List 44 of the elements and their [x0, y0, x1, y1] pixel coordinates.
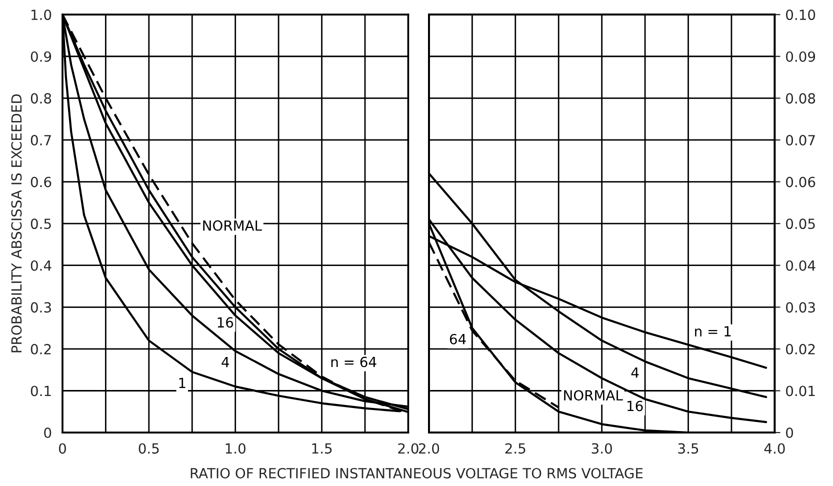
- y2-tick-label: 0.08: [786, 93, 816, 104]
- y2-tick-label: 0.02: [786, 344, 815, 354]
- x-tick-label: 1.0: [226, 443, 246, 454]
- y-tick-label: 0.4: [30, 260, 52, 271]
- y2-tick-label: 0.10: [786, 10, 816, 20]
- y2-tick-label: 0.09: [786, 51, 816, 62]
- y-tick-label: 0.8: [30, 93, 52, 104]
- x-tick-label: 3.0: [592, 443, 612, 454]
- y-tick-label: 0.2: [30, 344, 51, 354]
- y-tick-label: 0: [44, 428, 52, 438]
- series-label: NORMAL: [564, 390, 623, 401]
- x-tick-label: 2.5: [505, 443, 526, 454]
- x-axis-title: RATIO OF RECTIFIED INSTANTANEOUS VOLTAGE TO RMS VOLTAGE: [190, 468, 643, 478]
- y2-tick-label: 0.03: [786, 302, 815, 313]
- y2-tick-label: 0.01: [786, 386, 815, 396]
- y-tick-label: 0.7: [30, 134, 51, 146]
- y-tick-label: 0.6: [30, 176, 52, 188]
- x-tick-label: 3.5: [678, 443, 698, 454]
- series-label: NORMAL: [203, 220, 262, 231]
- x-tick-label: 2.0: [398, 443, 418, 454]
- series-label: 1: [179, 378, 186, 388]
- series-label: 64: [450, 334, 466, 344]
- series-label: n = 1: [695, 326, 731, 336]
- series-label: 4: [222, 357, 230, 368]
- y2-tick-label: 0.05: [786, 218, 815, 230]
- y-tick-label: 0.1: [30, 386, 51, 396]
- y2-tick-label: 0.06: [786, 176, 816, 188]
- x-tick-label: 0.5: [138, 443, 159, 454]
- y2-tick-label: 0.04: [786, 260, 816, 271]
- x-tick-label: 0: [58, 443, 66, 454]
- y-tick-label: 0.9: [30, 51, 52, 62]
- series-label: 16: [218, 317, 234, 328]
- x-tick-label: 2.0: [418, 443, 440, 454]
- y2-tick-label: 0.07: [786, 134, 815, 146]
- y-tick-label: 1.0: [31, 10, 52, 20]
- y-axis-title: PROBABILITY ABSCISSA IS EXCEEDED: [11, 94, 22, 352]
- series-label: 16: [628, 400, 643, 412]
- x-tick-label: 1.5: [312, 443, 332, 454]
- y-tick-label: 0.3: [30, 302, 51, 313]
- series-label: 4: [631, 367, 639, 378]
- y2-tick-label: 0: [786, 428, 794, 438]
- series-label: n = 64: [331, 356, 376, 368]
- y-tick-label: 0.5: [30, 218, 51, 230]
- x-tick-label: 4.0: [764, 443, 785, 454]
